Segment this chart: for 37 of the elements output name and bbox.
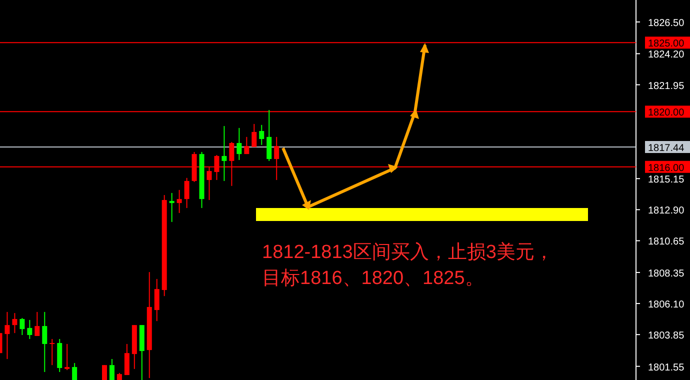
candlestick xyxy=(64,343,70,371)
y-tick-label: 1826.50 xyxy=(648,18,685,29)
annotation: 目标1816、1820、1825。 xyxy=(262,268,484,289)
candlestick xyxy=(252,123,257,148)
y-tick-label: 1801.55 xyxy=(648,362,685,374)
candlestick xyxy=(244,136,250,155)
ref-line-label: 1820.00 xyxy=(648,108,685,119)
candlestick xyxy=(184,177,190,209)
annotation: 1812-1813区间买入，止损3美元， xyxy=(262,241,554,263)
candlestick xyxy=(72,362,78,380)
candlestick xyxy=(20,318,25,336)
y-tick-label: 1815.15 xyxy=(648,174,685,186)
candlestick xyxy=(259,124,264,146)
y-tick-label: 1810.65 xyxy=(648,236,685,248)
candlestick xyxy=(42,311,48,372)
y-tick-label: 1821.95 xyxy=(648,80,685,92)
candlestick xyxy=(236,127,242,160)
candlestick xyxy=(266,110,272,162)
ref-line-label: 1825.00 xyxy=(648,38,685,50)
candlestick xyxy=(4,311,10,360)
candlestick xyxy=(50,338,55,366)
candlestick xyxy=(154,278,160,322)
candlestick xyxy=(124,343,130,376)
y-tick-label: 1806.10 xyxy=(648,300,685,311)
candlestick xyxy=(176,189,182,214)
y-tick-label: 1812.90 xyxy=(648,206,685,217)
y-tick-label: 1808.35 xyxy=(648,268,685,280)
ref-line-label: 1816.00 xyxy=(648,162,685,174)
candlestick xyxy=(27,319,32,340)
candlestick xyxy=(169,192,174,222)
candlestick xyxy=(12,312,18,334)
candlestick xyxy=(222,126,227,182)
y-tick-label: 1824.20 xyxy=(648,50,685,61)
y-tick-label: 1803.85 xyxy=(648,330,685,342)
candlestick xyxy=(34,311,40,336)
ref-line-label: 1817.44 xyxy=(648,143,685,154)
candlestick xyxy=(109,358,114,380)
